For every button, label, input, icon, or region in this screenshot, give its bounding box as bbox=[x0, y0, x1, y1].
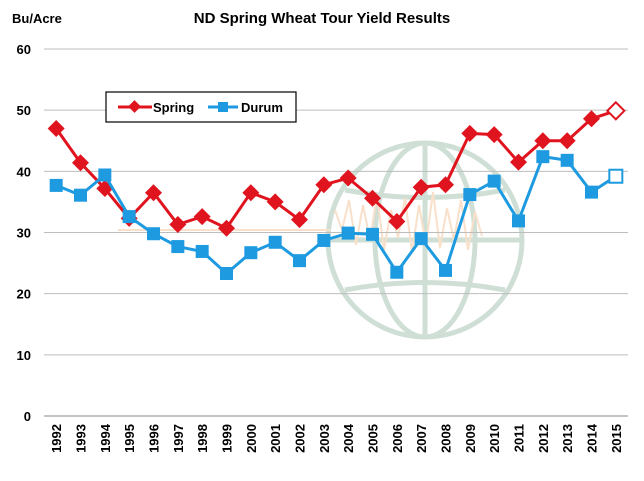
durum-point bbox=[171, 240, 185, 254]
y-tick-label: 50 bbox=[17, 103, 31, 118]
y-tick-label: 30 bbox=[17, 226, 31, 241]
spring-point bbox=[169, 216, 187, 234]
spring-point bbox=[510, 153, 527, 171]
durum-point bbox=[98, 168, 112, 182]
durum-point bbox=[317, 233, 331, 247]
x-tick-label: 2003 bbox=[317, 424, 332, 453]
spring-point bbox=[485, 126, 503, 144]
legend-label-spring: Spring bbox=[153, 100, 194, 115]
durum-point bbox=[390, 265, 404, 279]
spring-point bbox=[266, 193, 284, 211]
x-tick-label: 1993 bbox=[74, 424, 89, 453]
legend: Spring Durum bbox=[105, 91, 297, 123]
x-tick-label: 2014 bbox=[585, 423, 600, 453]
x-tick-label: 2006 bbox=[390, 424, 405, 453]
spring-point bbox=[72, 154, 89, 172]
x-tick-label: 2000 bbox=[244, 424, 259, 453]
legend-item-durum: Durum bbox=[208, 100, 283, 115]
y-axis-label: Bu/Acre bbox=[12, 11, 62, 26]
durum-point bbox=[414, 232, 428, 246]
x-tick-label: 2007 bbox=[414, 424, 429, 453]
durum-point bbox=[366, 227, 379, 241]
durum-point bbox=[560, 153, 574, 167]
durum-point bbox=[585, 185, 598, 199]
durum-point bbox=[463, 188, 477, 202]
spring-point bbox=[461, 124, 479, 142]
spring-point bbox=[388, 212, 406, 230]
spring-point bbox=[534, 132, 552, 150]
y-tick-label: 60 bbox=[17, 42, 31, 57]
y-tick-label: 0 bbox=[24, 409, 31, 424]
spring-point bbox=[291, 211, 308, 229]
x-tick-label: 1992 bbox=[49, 424, 64, 453]
spring-point bbox=[583, 110, 600, 128]
durum-point bbox=[608, 168, 624, 184]
x-tick-label: 2002 bbox=[293, 424, 308, 453]
durum-point bbox=[268, 235, 282, 249]
durum-point bbox=[147, 227, 160, 241]
spring-point bbox=[437, 176, 454, 194]
spring-point bbox=[339, 169, 357, 187]
x-tick-label: 2013 bbox=[560, 424, 575, 453]
y-tick-label: 40 bbox=[17, 164, 31, 179]
x-tick-label: 1997 bbox=[171, 424, 186, 453]
spring-point bbox=[605, 100, 626, 121]
chart-title: ND Spring Wheat Tour Yield Results bbox=[194, 10, 450, 27]
durum-point bbox=[439, 263, 452, 277]
durum-point bbox=[49, 178, 63, 192]
series-durum bbox=[49, 150, 624, 280]
x-tick-label: 1994 bbox=[98, 423, 113, 453]
durum-point bbox=[536, 150, 550, 164]
x-tick-label: 2010 bbox=[487, 424, 502, 453]
x-tick-label: 2012 bbox=[536, 424, 551, 453]
x-tick-label: 2005 bbox=[366, 424, 381, 453]
series-layer bbox=[47, 100, 626, 280]
x-tick-label: 1999 bbox=[220, 424, 235, 453]
durum-point bbox=[122, 210, 136, 224]
spring-point bbox=[364, 189, 381, 207]
x-tick-label: 2015 bbox=[609, 424, 624, 453]
spring-point bbox=[218, 219, 235, 237]
durum-point bbox=[195, 244, 209, 258]
durum-point bbox=[244, 246, 258, 260]
durum-point bbox=[487, 174, 501, 188]
durum-point bbox=[512, 214, 525, 228]
spring-point bbox=[145, 184, 162, 202]
x-tick-label: 2004 bbox=[341, 423, 356, 453]
spring-point bbox=[412, 178, 430, 196]
spring-point bbox=[193, 208, 211, 226]
x-tick-label: 2009 bbox=[463, 424, 478, 453]
legend-item-spring: Spring bbox=[118, 100, 194, 115]
legend-label-durum: Durum bbox=[241, 100, 283, 115]
spring-point bbox=[47, 120, 65, 138]
spring-point bbox=[315, 176, 333, 194]
y-tick-labels: 0 10 20 30 40 50 60 bbox=[17, 42, 31, 424]
spring-point bbox=[242, 184, 260, 202]
x-tick-label: 1998 bbox=[195, 424, 210, 453]
durum-point bbox=[293, 254, 306, 268]
y-tick-label: 20 bbox=[17, 287, 31, 302]
x-tick-label: 2001 bbox=[268, 424, 283, 453]
x-tick-label: 2008 bbox=[439, 424, 454, 453]
durum-point bbox=[220, 266, 233, 280]
x-tick-labels: 1992 1993 1994 1995 1996 1997 1998 1999 2000 2001… bbox=[49, 423, 624, 453]
x-tick-label: 1995 bbox=[122, 424, 137, 453]
series-spring bbox=[47, 100, 626, 237]
spring-point bbox=[558, 132, 576, 150]
x-tick-label: 2011 bbox=[512, 424, 527, 452]
y-tick-label: 10 bbox=[17, 348, 31, 363]
x-tick-label: 1996 bbox=[147, 424, 162, 453]
durum-point bbox=[74, 188, 87, 202]
durum-point bbox=[341, 226, 355, 240]
